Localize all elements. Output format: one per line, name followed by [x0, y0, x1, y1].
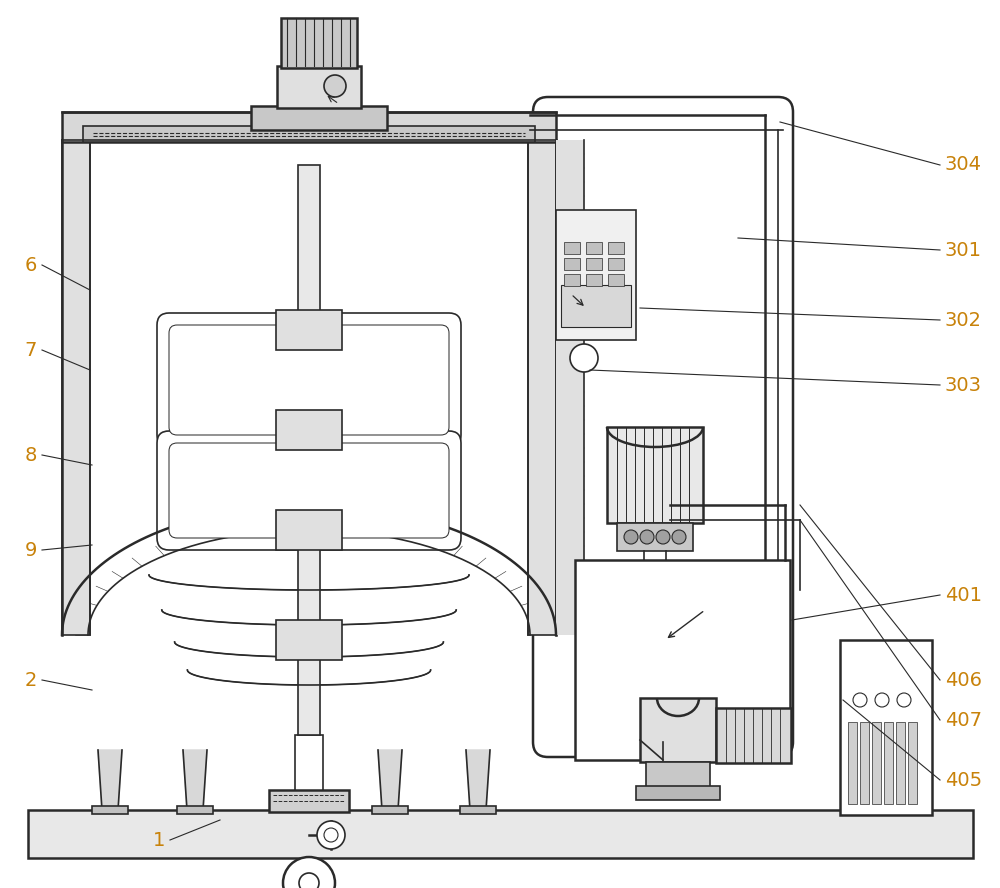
Bar — [848, 722, 857, 804]
FancyBboxPatch shape — [169, 443, 449, 538]
FancyBboxPatch shape — [157, 431, 461, 550]
Text: 1: 1 — [153, 830, 165, 850]
Text: 401: 401 — [945, 585, 982, 605]
Circle shape — [324, 828, 338, 842]
Text: 2: 2 — [25, 670, 37, 689]
Bar — [372, 806, 408, 814]
Bar — [564, 242, 580, 254]
Polygon shape — [378, 750, 402, 810]
Bar — [908, 722, 917, 804]
Bar — [276, 410, 342, 450]
Bar — [586, 258, 602, 270]
Bar — [640, 698, 716, 762]
Bar — [586, 274, 602, 286]
Bar — [269, 790, 349, 812]
Bar — [564, 274, 580, 286]
Bar — [608, 274, 624, 286]
Bar — [92, 806, 128, 814]
Text: 304: 304 — [945, 155, 982, 175]
Bar — [528, 140, 556, 635]
Bar — [884, 722, 893, 804]
Bar — [608, 258, 624, 270]
Bar — [251, 106, 387, 130]
Circle shape — [299, 873, 319, 888]
Polygon shape — [98, 750, 122, 810]
Bar — [83, 126, 535, 142]
Bar — [586, 242, 602, 254]
Circle shape — [624, 530, 638, 544]
Text: 405: 405 — [945, 771, 982, 789]
Text: 302: 302 — [945, 311, 982, 329]
Bar — [556, 140, 584, 635]
Bar — [177, 806, 213, 814]
Bar — [277, 66, 361, 108]
Text: 6: 6 — [25, 256, 37, 274]
Polygon shape — [183, 750, 207, 810]
FancyBboxPatch shape — [533, 97, 793, 757]
Circle shape — [875, 693, 889, 707]
Bar — [295, 735, 323, 800]
Bar — [62, 140, 90, 635]
Bar — [561, 285, 631, 327]
Text: 406: 406 — [945, 670, 982, 689]
Bar — [608, 242, 624, 254]
Text: 407: 407 — [945, 710, 982, 730]
Circle shape — [672, 530, 686, 544]
Circle shape — [640, 530, 654, 544]
Circle shape — [324, 75, 346, 97]
Bar — [298, 165, 320, 735]
Bar — [556, 210, 636, 340]
Bar — [460, 806, 496, 814]
Text: 303: 303 — [945, 376, 982, 394]
Bar — [276, 310, 342, 350]
FancyBboxPatch shape — [157, 313, 461, 447]
Bar — [840, 640, 932, 815]
Bar — [281, 18, 357, 68]
Bar — [607, 427, 703, 523]
Text: 8: 8 — [25, 446, 37, 464]
Circle shape — [283, 857, 335, 888]
Circle shape — [570, 344, 598, 372]
Polygon shape — [466, 750, 490, 810]
Bar — [28, 810, 973, 858]
Text: 301: 301 — [945, 241, 982, 259]
Bar — [564, 258, 580, 270]
Circle shape — [897, 693, 911, 707]
Bar — [872, 722, 881, 804]
Text: 9: 9 — [25, 541, 37, 559]
Bar — [617, 523, 693, 551]
Bar — [62, 112, 556, 142]
Circle shape — [656, 530, 670, 544]
FancyBboxPatch shape — [169, 325, 449, 435]
Bar — [62, 140, 90, 635]
Bar — [276, 620, 342, 660]
Bar — [716, 708, 791, 763]
Bar — [575, 560, 790, 760]
Bar — [860, 722, 869, 804]
Bar — [276, 510, 342, 550]
Text: 7: 7 — [25, 340, 37, 360]
Circle shape — [317, 821, 345, 849]
Bar — [896, 722, 905, 804]
Bar — [646, 762, 710, 790]
Circle shape — [853, 693, 867, 707]
Bar — [636, 786, 720, 800]
